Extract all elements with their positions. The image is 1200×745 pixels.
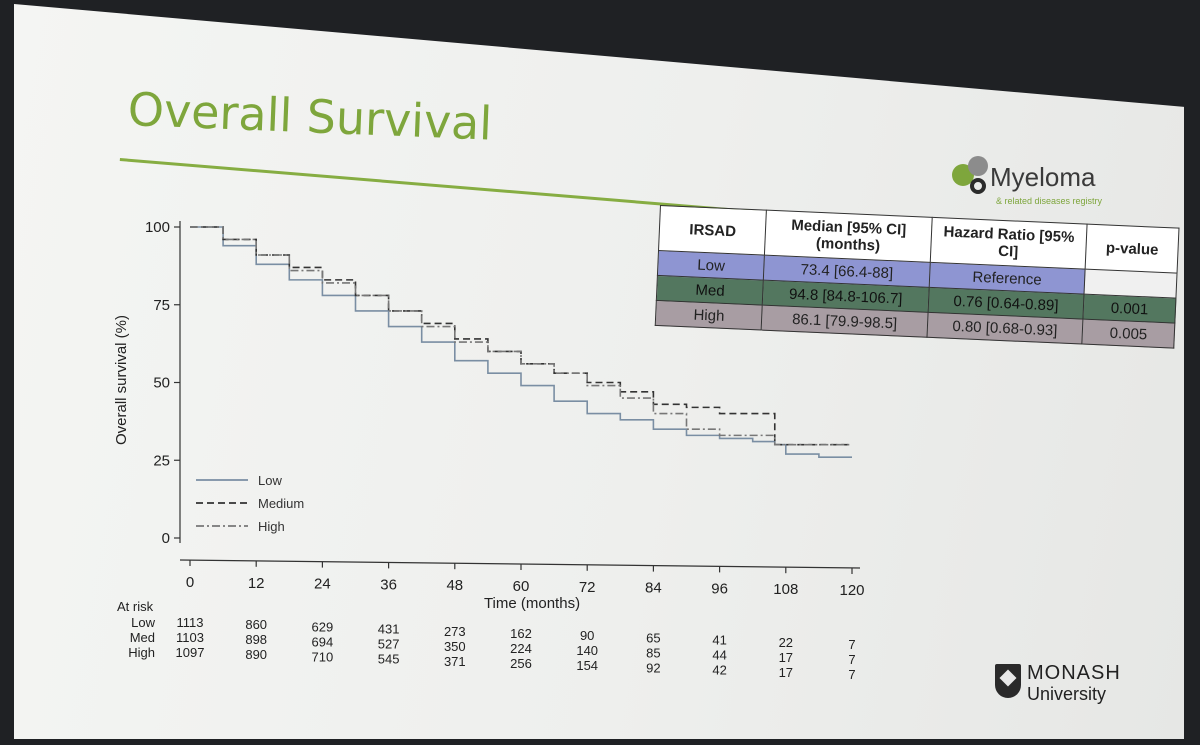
at-risk-group-label: Med <box>130 630 155 645</box>
at-risk-count: 65 <box>646 630 660 645</box>
y-tick-label: 0 <box>162 530 170 547</box>
institution-line1: MONASH <box>1027 662 1121 684</box>
at-risk-group-label: High <box>128 645 155 660</box>
series-line-low <box>190 226 852 458</box>
x-tick-label: 84 <box>645 580 662 597</box>
at-risk-count: 350 <box>444 639 466 654</box>
x-tick-label: 120 <box>839 582 864 599</box>
at-risk-count: 898 <box>245 632 267 647</box>
header-hazard-ratio: Hazard Ratio [95% CI] <box>929 217 1088 270</box>
at-risk-count: 629 <box>312 619 334 634</box>
institution-line2: University <box>1027 684 1107 704</box>
at-risk-count: 140 <box>576 643 598 658</box>
at-risk-count: 90 <box>580 628 594 643</box>
at-risk-count: 1097 <box>176 645 205 660</box>
at-risk-count: 42 <box>712 663 726 678</box>
at-risk-count: 545 <box>378 652 400 667</box>
x-tick-label: 24 <box>314 576 331 593</box>
at-risk-group-label: Low <box>131 615 155 630</box>
x-tick-label: 60 <box>513 578 530 595</box>
myeloma-registry-logo: Myeloma & related diseases registry <box>952 156 1112 216</box>
series-line-medium <box>190 226 852 446</box>
logo-circle-grey <box>968 156 988 176</box>
at-risk-count: 710 <box>312 649 334 664</box>
monash-crest-icon <box>995 664 1021 698</box>
monash-university-logo: MONASH University <box>995 660 1135 710</box>
at-risk-count: 890 <box>245 647 267 662</box>
at-risk-count: 7 <box>848 667 855 682</box>
series-line-high <box>190 226 852 446</box>
cell-group: High <box>655 300 763 331</box>
x-axis-label: Time (months) <box>484 595 580 612</box>
at-risk-count: 7 <box>848 652 855 667</box>
at-risk-count: 256 <box>510 656 532 671</box>
logo-ring-dark <box>970 178 986 194</box>
x-tick-label: 48 <box>446 577 463 594</box>
logo-subtitle: & related diseases registry <box>996 196 1103 206</box>
y-tick-label: 75 <box>153 297 170 314</box>
at-risk-count: 431 <box>378 622 400 637</box>
y-tick-label: 100 <box>145 219 170 236</box>
survival-stats-table: IRSAD Median [95% CI] (months) Hazard Ra… <box>655 205 1180 349</box>
at-risk-count: 694 <box>312 634 334 649</box>
x-tick-label: 36 <box>380 576 397 593</box>
at-risk-count: 162 <box>510 626 532 641</box>
at-risk-count: 860 <box>245 617 267 632</box>
x-tick-label: 12 <box>248 575 265 592</box>
at-risk-count: 17 <box>779 665 793 680</box>
x-tick-label: 0 <box>186 574 194 591</box>
header-p-value: p-value <box>1085 224 1179 274</box>
at-risk-count: 22 <box>779 635 793 650</box>
at-risk-count: 527 <box>378 637 400 652</box>
x-axis-line <box>179 559 861 569</box>
legend-label-low: Low <box>258 473 282 488</box>
legend-label-medium: Medium <box>258 496 304 511</box>
slide: Overall Survival Myeloma & related disea… <box>14 4 1184 739</box>
header-median: Median [95% CI] (months) <box>764 210 932 263</box>
at-risk-count: 41 <box>712 633 726 648</box>
at-risk-count: 1113 <box>177 615 204 630</box>
x-tick-label: 96 <box>711 580 728 597</box>
y-axis-label: Overall survival (%) <box>113 315 130 445</box>
at-risk-count: 154 <box>576 658 598 673</box>
at-risk-count: 85 <box>646 645 660 660</box>
at-risk-count: 224 <box>510 641 532 656</box>
header-irsad: IRSAD <box>658 205 767 256</box>
at-risk-count: 1103 <box>176 630 204 645</box>
legend-label-high: High <box>258 519 285 534</box>
x-tick-label: 72 <box>579 579 596 596</box>
at-risk-count: 44 <box>712 648 726 663</box>
cell-p: 0.005 <box>1082 319 1175 349</box>
y-tick-label: 25 <box>153 452 170 469</box>
y-tick-label: 50 <box>153 375 170 392</box>
at-risk-count: 7 <box>848 637 855 652</box>
at-risk-title: At risk <box>117 599 154 614</box>
survival-stats-table-wrapper: IRSAD Median [95% CI] (months) Hazard Ra… <box>653 205 1180 398</box>
at-risk-count: 17 <box>779 650 793 665</box>
x-tick-label: 108 <box>773 581 798 598</box>
at-risk-count: 371 <box>444 654 466 669</box>
at-risk-count: 92 <box>646 660 660 675</box>
at-risk-count: 273 <box>444 624 466 639</box>
logo-name: Myeloma <box>990 162 1096 192</box>
